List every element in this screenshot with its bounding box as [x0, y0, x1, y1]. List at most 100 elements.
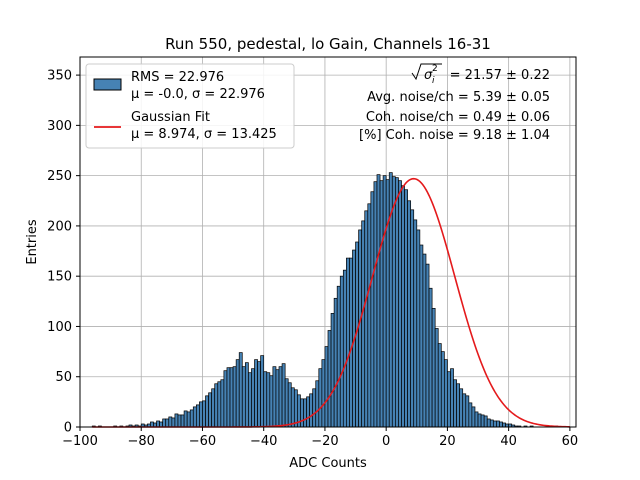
histogram-bar — [489, 419, 494, 428]
y-axis-label: Entries — [25, 219, 40, 265]
histogram-bar — [367, 203, 372, 428]
histogram-bar — [492, 420, 497, 428]
histogram-bar — [186, 411, 191, 428]
sigma-symbol: σ — [424, 68, 433, 83]
histogram-bar — [425, 263, 430, 428]
chart-title: Run 550, pedestal, lo Gain, Channels 16-… — [165, 35, 491, 53]
histogram-bar — [290, 387, 295, 428]
histogram-bar — [321, 359, 326, 428]
histogram-bar — [275, 369, 280, 428]
histogram-bar — [293, 389, 298, 428]
histogram-bar — [156, 420, 160, 428]
y-tick-label: 200 — [47, 219, 72, 234]
sigma-i-value: = 21.57 ± 0.22 — [450, 68, 550, 83]
histogram-bar — [462, 393, 467, 428]
histogram-bar — [312, 388, 317, 428]
histogram-bar — [281, 363, 286, 428]
histogram-bar — [443, 359, 448, 428]
histogram-bar — [205, 395, 209, 428]
histogram-bar — [431, 308, 436, 428]
histogram-bar — [346, 257, 350, 428]
histogram-bar — [437, 343, 442, 428]
sigma-i-formula: σ 2 i = 21.57 ± 0.22 — [411, 63, 550, 86]
histogram-bar — [471, 406, 476, 428]
histogram-bar — [395, 177, 399, 428]
histogram-bar — [327, 330, 332, 428]
histogram-bar — [269, 375, 274, 428]
histogram-bar — [483, 415, 488, 428]
pct-coh-noise-text: [%] Coh. noise = 9.18 ± 1.04 — [359, 128, 550, 143]
histogram-bar — [342, 269, 347, 428]
legend-label-rms: RMS = 22.976 — [131, 70, 224, 85]
histogram-bar — [447, 371, 451, 428]
histogram-bar — [468, 402, 473, 428]
histogram-bar — [241, 366, 246, 428]
histogram-bar — [413, 219, 418, 428]
avg-noise-text: Avg. noise/ch = 5.39 ± 0.05 — [367, 90, 550, 105]
histogram-bar — [189, 409, 194, 428]
histogram-bar — [266, 372, 271, 428]
histogram-bar — [336, 285, 341, 428]
histogram-bar — [416, 229, 421, 428]
histogram-bar — [165, 418, 170, 428]
histogram-bar — [422, 253, 427, 428]
histogram-bar — [474, 411, 479, 428]
histogram-bar — [477, 413, 482, 428]
histogram-bar — [232, 366, 237, 428]
histogram-bar — [183, 410, 188, 428]
histogram-bar — [318, 368, 323, 428]
histogram-bar — [192, 406, 197, 428]
histogram-bar — [419, 244, 424, 428]
y-tick-label: 100 — [47, 320, 72, 335]
histogram-bar — [496, 420, 500, 428]
legend-swatch-histogram — [93, 78, 122, 91]
histogram-bar — [226, 367, 231, 428]
histogram-bar — [373, 181, 378, 428]
histogram-bar — [480, 414, 485, 428]
histogram-bar — [450, 368, 454, 428]
histogram-bar — [410, 209, 415, 428]
histogram-bar — [407, 200, 412, 428]
histogram-bar — [364, 210, 369, 428]
legend-sub-rms: μ = -0.0, σ = 22.976 — [131, 87, 265, 102]
histogram-bar — [244, 362, 249, 428]
histogram-bar — [379, 180, 384, 428]
histogram-bar — [456, 383, 461, 428]
histogram-bar — [174, 413, 179, 428]
legend: RMS = 22.976 μ = -0.0, σ = 22.976 Gaussi… — [85, 63, 295, 149]
histogram-bar — [306, 396, 310, 428]
sqrt-sign-icon — [411, 63, 442, 81]
histogram-bar — [309, 393, 314, 428]
y-tick-label: 50 — [55, 370, 72, 385]
histogram-bar — [284, 378, 289, 428]
y-tick-label: 150 — [47, 270, 72, 285]
histogram-bar — [217, 381, 222, 428]
histogram-bar — [333, 297, 338, 428]
histogram-bar — [376, 174, 381, 428]
histogram-bar — [398, 180, 402, 428]
histogram-bar — [486, 418, 491, 428]
histogram-bar — [263, 371, 268, 428]
histogram-bar — [339, 275, 344, 428]
x-tick-label: −100 — [62, 434, 98, 449]
plot-frame — [79, 56, 577, 428]
x-tick-label: 60 — [562, 434, 579, 449]
histogram-bar — [330, 313, 335, 428]
sigma-superscript: 2 — [432, 64, 438, 74]
histogram-bar — [171, 417, 176, 428]
histogram-bar — [315, 380, 320, 428]
histogram-bar — [223, 370, 228, 428]
histogram-bar — [502, 422, 506, 428]
histogram-bar — [229, 367, 234, 428]
histogram-bar — [199, 401, 203, 428]
histogram-bar — [459, 388, 464, 428]
histogram-bar — [195, 404, 200, 428]
x-tick-label: −40 — [250, 434, 277, 449]
histogram-bar — [257, 361, 261, 428]
histogram-bar — [453, 379, 457, 428]
histogram-bar — [382, 175, 387, 428]
histogram-bar — [168, 416, 173, 428]
histogram-bar — [211, 388, 216, 428]
histogram-bar — [177, 414, 182, 428]
